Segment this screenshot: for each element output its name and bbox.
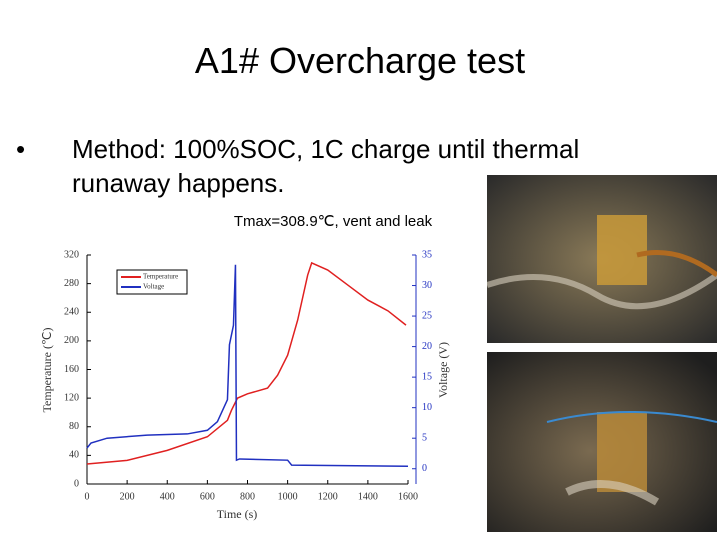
- series-line: [86, 264, 409, 468]
- y2-tick-label: 5: [422, 432, 427, 443]
- x-tick-label: 200: [120, 491, 135, 502]
- y-tick-label: 40: [69, 450, 79, 461]
- y-tick-label: 240: [64, 307, 79, 318]
- bullet-dot: •: [16, 134, 26, 164]
- x-tick-label: 800: [240, 491, 255, 502]
- x-axis-label: Time (s): [217, 507, 258, 521]
- y2-tick-label: 15: [422, 371, 432, 382]
- photo-bottom: [487, 352, 717, 532]
- y-tick-label: 160: [64, 364, 79, 375]
- photo-top: [487, 175, 717, 343]
- x-tick-label: 1200: [318, 491, 338, 502]
- y-tick-label: 200: [64, 335, 79, 346]
- y2-tick-label: 25: [422, 310, 432, 321]
- x-tick-label: 400: [160, 491, 175, 502]
- bullet-text: Method: 100%SOC, 1C charge until thermal…: [72, 134, 580, 198]
- x-tick-label: 0: [85, 491, 90, 502]
- x-tick-label: 1000: [278, 491, 298, 502]
- chart-annotation: Tmax=308.9℃, vent and leak: [234, 213, 433, 230]
- x-tick-label: 1400: [358, 491, 378, 502]
- legend-label: Voltage: [143, 283, 164, 291]
- series-line: [86, 261, 407, 465]
- y-tick-label: 120: [64, 392, 79, 403]
- y2-tick-label: 20: [422, 341, 432, 352]
- y-tick-label: 80: [69, 421, 79, 432]
- y2-tick-label: 35: [422, 249, 432, 260]
- legend-box: [116, 269, 188, 295]
- y2-tick-label: 30: [422, 280, 432, 291]
- chart: Tmax=308.9℃, vent and leak Time (s) Temp…: [40, 213, 450, 521]
- bullet: • Method: 100%SOC, 1C charge until therm…: [16, 132, 652, 200]
- legend-label: Temperature: [143, 273, 178, 281]
- slide-title: A1# Overcharge test: [194, 40, 526, 81]
- y-axis-label: Temperature (℃): [40, 328, 54, 413]
- x-tick-label: 1600: [398, 491, 418, 502]
- y2-tick-label: 10: [422, 402, 432, 413]
- y2-tick-label: 0: [422, 463, 427, 474]
- y-tick-label: 280: [64, 278, 79, 289]
- y2-axis-label: Voltage (V): [436, 342, 450, 398]
- y-tick-label: 0: [74, 478, 79, 489]
- y-tick-label: 320: [64, 249, 79, 260]
- x-tick-label: 600: [200, 491, 215, 502]
